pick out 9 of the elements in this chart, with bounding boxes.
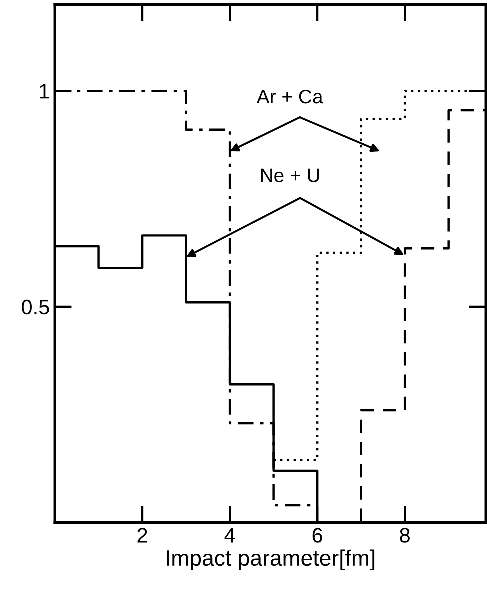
y-tick-label: 0.5 [22, 300, 50, 315]
x-tick-label: 6 [312, 528, 322, 543]
x-axis-title: Impact parameter[fm] [167, 550, 375, 571]
annotation: Ne + U [261, 168, 320, 182]
x-tick-label: 4 [224, 528, 236, 543]
x-tick-label: 2 [138, 528, 148, 543]
y-tick-label: 1 [40, 84, 50, 99]
x-tick-label: 8 [400, 528, 410, 543]
annotation: Ar + Ca [256, 90, 324, 104]
